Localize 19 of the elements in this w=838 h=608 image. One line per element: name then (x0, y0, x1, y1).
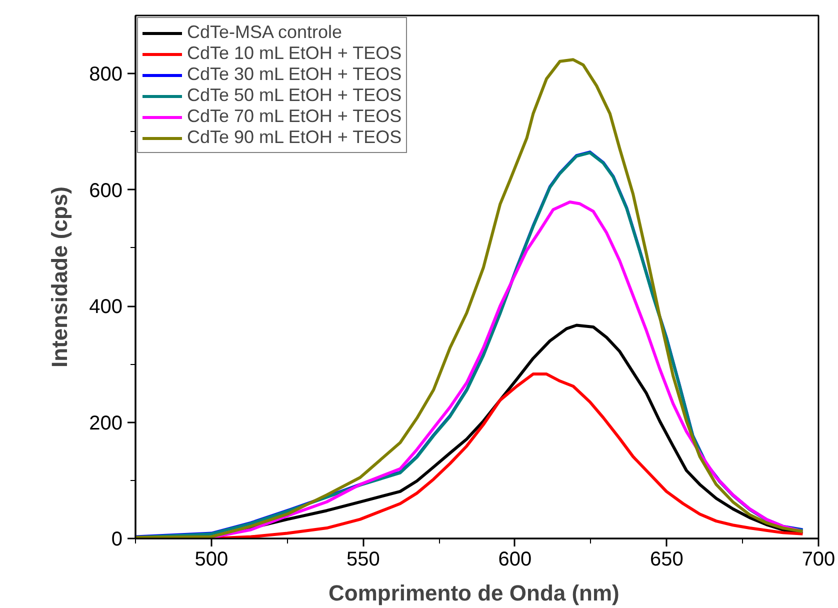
y-tick-label: 800 (89, 64, 123, 86)
legend-label: CdTe 90 mL EtOH + TEOS (187, 127, 402, 148)
line-series (136, 58, 804, 538)
x-axis-title: Comprimento de Onda (nm) (328, 580, 620, 606)
x-tick-label: 550 (346, 548, 380, 570)
y-axis-title: Intensidade (cps) (47, 186, 72, 368)
x-tick-label: 600 (498, 548, 532, 570)
x-tick-label: 500 (194, 548, 228, 570)
legend-label: CdTe 70 mL EtOH + TEOS (187, 106, 402, 127)
y-tick-label: 0 (111, 528, 122, 550)
legend-label: CdTe 10 mL EtOH + TEOS (187, 43, 402, 64)
x-tick-label: 650 (650, 548, 684, 570)
x-tick-label: 700 (802, 548, 836, 570)
legend-label: CdTe 30 mL EtOH + TEOS (187, 64, 402, 85)
legend-label: CdTe-MSA controle (187, 22, 342, 43)
y-tick-label: 200 (89, 412, 123, 434)
y-tick-label: 400 (89, 296, 123, 318)
y-tick-label: 600 (89, 180, 123, 202)
legend-label: CdTe 50 mL EtOH + TEOS (187, 85, 402, 106)
